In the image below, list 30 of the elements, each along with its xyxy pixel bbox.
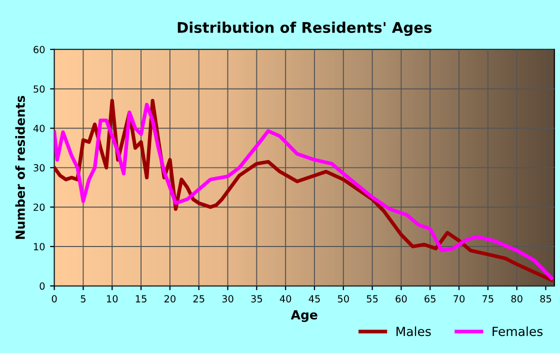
x-tick-label: 20 [164, 295, 176, 302]
x-axis-title: Age [290, 310, 318, 322]
y-tick-label: 50 [34, 85, 45, 93]
x-tick-label: 60 [396, 295, 407, 302]
x-tick-label: 35 [251, 295, 262, 302]
x-tick-label: 75 [482, 295, 494, 302]
y-tick-label: 30 [34, 164, 45, 172]
x-tick-label: 0 [52, 295, 57, 302]
y-tick-label: 10 [34, 242, 45, 250]
legend-label: Females [492, 326, 543, 336]
x-tick-label: 80 [511, 295, 522, 302]
x-tick-label: 50 [338, 295, 349, 302]
x-tick-label: 15 [136, 295, 146, 302]
x-tick-label: 10 [107, 295, 118, 302]
y-tick-label: 60 [34, 46, 45, 54]
y-axis-title: Number of residents [15, 96, 25, 239]
x-tick-label: 55 [366, 295, 378, 302]
legend-label: Males [396, 326, 431, 336]
x-tick-label: 45 [308, 295, 320, 302]
x-tick-label: 25 [193, 295, 204, 302]
chart-title: Distribution of Residents' Ages [178, 22, 432, 36]
x-tick-label: 70 [454, 295, 465, 302]
y-tick-label: 0 [40, 282, 45, 290]
x-tick-label: 40 [280, 295, 292, 302]
y-tick-label: 40 [33, 124, 45, 132]
x-tick-label: 5 [80, 295, 86, 302]
x-tick-label: 65 [424, 295, 436, 302]
x-tick-label: 85 [540, 295, 552, 302]
x-tick-label: 30 [222, 295, 234, 302]
y-tick-label: 20 [34, 204, 45, 211]
